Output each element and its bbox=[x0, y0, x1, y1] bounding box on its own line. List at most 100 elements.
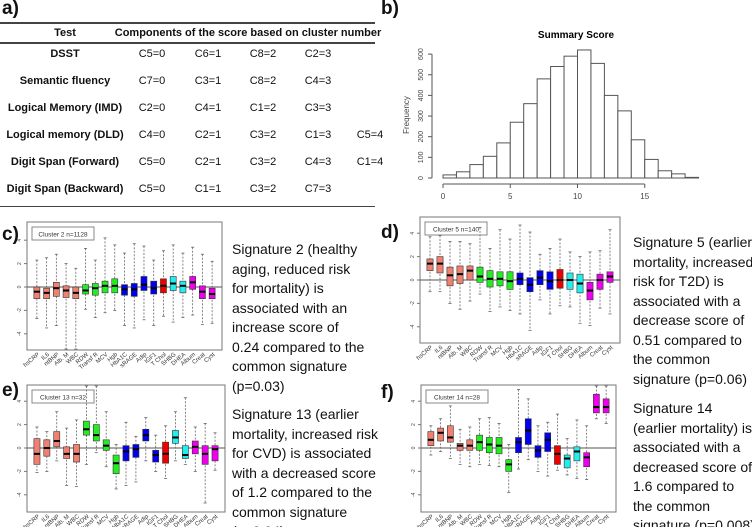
box-transfr bbox=[91, 283, 99, 296]
box-tchol bbox=[162, 441, 169, 464]
table-cell: C5=0 bbox=[138, 156, 166, 168]
table-cell: C5=4 bbox=[356, 129, 384, 141]
panel-label-e: e) bbox=[2, 380, 19, 401]
y-tick-label: 500 bbox=[418, 69, 425, 81]
table-cell: C3=3 bbox=[304, 102, 332, 114]
box-srage bbox=[524, 418, 532, 445]
box-creat bbox=[201, 445, 209, 465]
legend-box bbox=[424, 221, 488, 236]
box-il6 bbox=[436, 256, 444, 274]
box-dhea bbox=[182, 445, 189, 459]
table-header-components: Components of the score based on cluster… bbox=[114, 27, 382, 39]
table-cell: C3=2 bbox=[249, 129, 277, 141]
table-cell: C1=3 bbox=[304, 129, 332, 141]
x-tick-label: IL6 bbox=[41, 352, 52, 362]
box-hscrp bbox=[33, 286, 41, 299]
y-tick-label: 4 bbox=[17, 400, 23, 403]
x-tick-label: 15 bbox=[640, 192, 649, 201]
box-hscrp bbox=[427, 431, 435, 446]
table-row-test: Digit Span (Forward) bbox=[10, 156, 120, 168]
y-tick-label: -2 bbox=[411, 469, 417, 474]
y-tick-label: -2 bbox=[17, 308, 23, 313]
box-ntbnp bbox=[446, 266, 454, 287]
box-creat bbox=[596, 273, 604, 290]
box-dhea bbox=[179, 280, 187, 294]
table-top-rule bbox=[0, 22, 375, 24]
table-row-test: Logical Memory (IMD) bbox=[7, 102, 123, 114]
table-row-test: DSST bbox=[50, 48, 80, 60]
x-tick-label: IL6 bbox=[434, 345, 445, 355]
panel-label-b: b) bbox=[381, 0, 399, 19]
y-tick-label: 2 bbox=[17, 262, 23, 265]
table-cell: C4=3 bbox=[304, 156, 332, 168]
x-tick-label: 5 bbox=[508, 192, 513, 201]
y-tick-label: -4 bbox=[17, 331, 23, 336]
table-cell: C6=1 bbox=[194, 48, 222, 60]
table-cell: C8=2 bbox=[249, 75, 277, 87]
y-tick-label: 400 bbox=[418, 89, 425, 101]
box-albm bbox=[63, 446, 70, 459]
box-igf1 bbox=[152, 450, 160, 463]
y-tick-label: -2 bbox=[17, 469, 23, 474]
box-creat bbox=[593, 393, 600, 414]
legend-box bbox=[425, 389, 489, 404]
table-cell: C1=2 bbox=[249, 102, 277, 114]
box-igf1 bbox=[544, 432, 552, 452]
box-wbc bbox=[466, 265, 474, 281]
table-bottom-rule bbox=[0, 206, 375, 207]
table-cell: C4=3 bbox=[304, 75, 332, 87]
panel-label-f: f) bbox=[381, 382, 394, 403]
box-album bbox=[583, 452, 590, 468]
histogram-bar bbox=[630, 139, 646, 179]
table-header-rule bbox=[0, 42, 375, 44]
y-tick-label: 100 bbox=[418, 151, 425, 163]
x-tick-label: IL6 bbox=[435, 514, 446, 524]
signature-13-description: Signature 13 (earlier mortality, increas… bbox=[232, 406, 379, 527]
box-srage bbox=[132, 444, 140, 458]
table-cell: C2=1 bbox=[194, 156, 222, 168]
y-tick-label: 0 bbox=[410, 278, 416, 281]
x-tick-label: hsCRP bbox=[417, 514, 435, 527]
box-rdw bbox=[82, 284, 89, 295]
table-cell: C3=2 bbox=[249, 183, 277, 195]
histogram-bar bbox=[671, 173, 686, 179]
box-hba1c bbox=[515, 437, 522, 453]
y-tick-label: 200 bbox=[418, 131, 425, 143]
y-tick-label: 2 bbox=[411, 423, 417, 426]
box-il6 bbox=[437, 427, 444, 442]
y-tick-label: 0 bbox=[17, 285, 23, 288]
panel-label-c: c) bbox=[2, 224, 19, 245]
y-tick-label: -4 bbox=[410, 324, 416, 329]
box-mcv bbox=[101, 280, 109, 294]
table-cell: C3=1 bbox=[194, 75, 222, 87]
box-ntbnp bbox=[53, 282, 60, 297]
table-cell: C2=3 bbox=[304, 48, 332, 60]
y-tick-label: -4 bbox=[411, 492, 417, 497]
legend-box bbox=[31, 226, 95, 241]
box-hgb bbox=[112, 454, 120, 475]
x-tick-label: IL6 bbox=[41, 514, 52, 524]
box-tchol bbox=[556, 269, 564, 289]
box-hscrp bbox=[426, 258, 434, 271]
legend-box bbox=[31, 389, 95, 404]
panel-label-a: a) bbox=[2, 0, 19, 19]
histogram-title: Summary Score bbox=[538, 30, 615, 41]
legend-label: Cluster 14 n=28 bbox=[434, 395, 480, 402]
table-cell: C8=2 bbox=[249, 48, 277, 60]
table-cell: C2=0 bbox=[138, 102, 166, 114]
box-rdw bbox=[476, 266, 484, 283]
y-tick-label: -2 bbox=[410, 301, 416, 306]
y-tick-label: 0 bbox=[411, 446, 417, 449]
box-cyst bbox=[602, 398, 610, 414]
y-tick-label: 4 bbox=[411, 400, 417, 403]
histogram-bar bbox=[684, 176, 700, 179]
table-cell: C7=3 bbox=[304, 183, 332, 195]
box-hscrp bbox=[33, 438, 41, 465]
box-shbg bbox=[563, 454, 571, 469]
y-tick-label: 4 bbox=[410, 232, 416, 235]
table-cell: C1=1 bbox=[194, 183, 222, 195]
